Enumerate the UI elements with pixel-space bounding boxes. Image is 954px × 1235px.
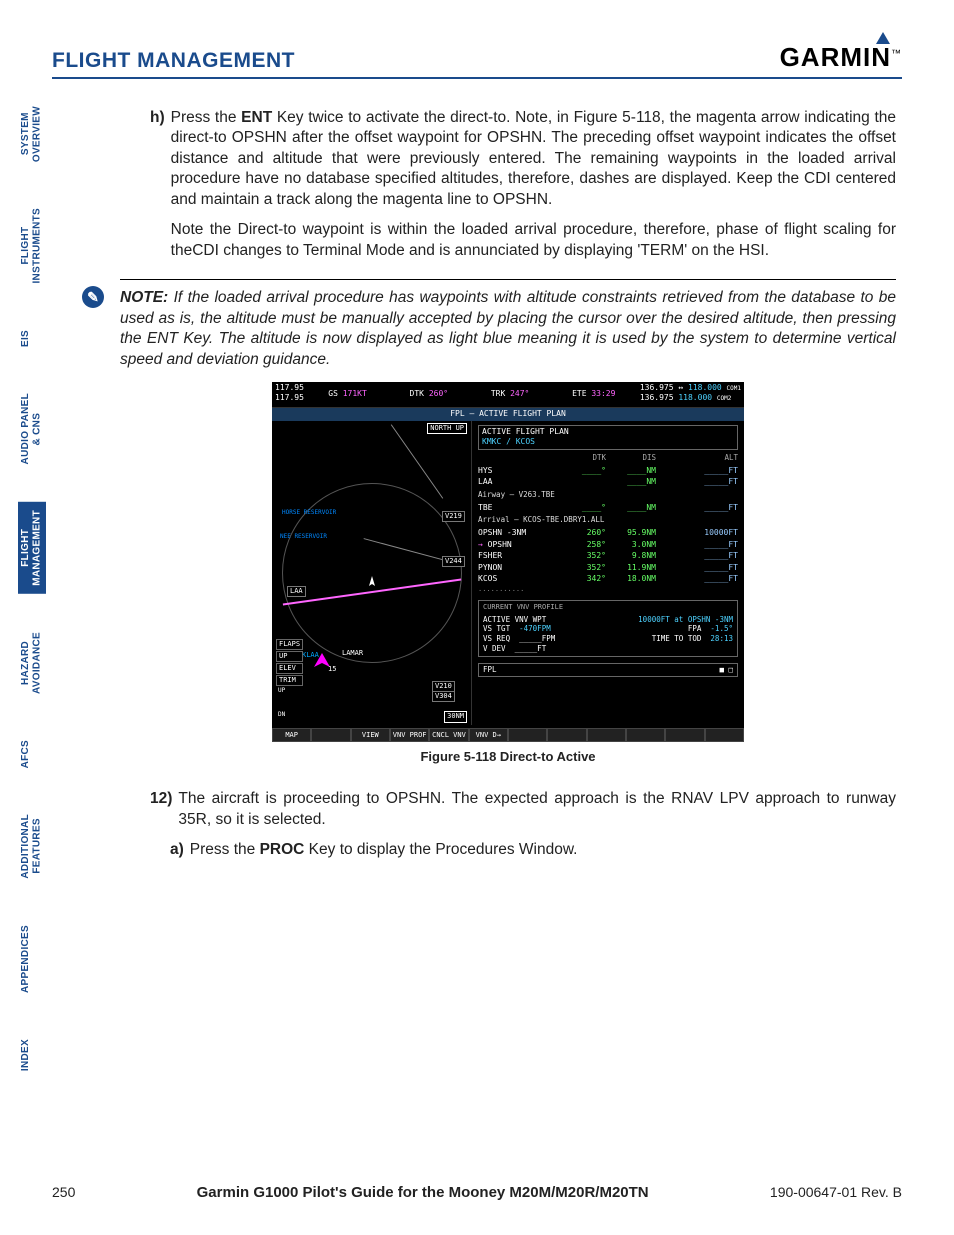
softkey-blank: [665, 728, 704, 742]
step-h: h) Press the ENT Key twice to activate t…: [150, 108, 896, 261]
figure-caption: Figure 5-118 Direct-to Active: [272, 748, 744, 765]
map-label-v244: V244: [442, 556, 465, 567]
step-12a: a) Press the PROC Key to display the Pro…: [170, 840, 896, 860]
fpl-row-active: → OPSHN258°3.0NM_____FT: [478, 539, 738, 551]
fpl-pane: ACTIVE FLIGHT PLAN KMKC / KCOS DTK DIS A…: [472, 421, 744, 725]
tab-system-overview[interactable]: SYSTEMOVERVIEW: [18, 98, 46, 170]
step-12-body: The aircraft is proceeding to OPSHN. The…: [178, 789, 896, 830]
softkey-cncl-vnv[interactable]: CNCL VNV: [429, 728, 468, 742]
guide-title: Garmin G1000 Pilot's Guide for the Moone…: [197, 1184, 649, 1201]
logo-triangle-icon: [876, 32, 890, 44]
fpl-column-headers: DTK DIS ALT: [478, 453, 738, 463]
tab-audio-panel-cns[interactable]: AUDIO PANEL& CNS: [18, 385, 46, 472]
step-12: 12) The aircraft is proceeding to OPSHN.…: [150, 789, 896, 830]
note-icon: ✎: [82, 286, 104, 308]
arrival-separator: Arrival – KCOS-TBE.DBRY1.ALL: [478, 515, 738, 525]
map-label-v304: V304: [432, 691, 455, 702]
fpl-bottom-bar: FPL ■ □: [478, 663, 738, 677]
softkey-blank: [587, 728, 626, 742]
fpl-row: FSHER352°9.8NM_____FT: [478, 550, 738, 562]
trim-dn: DN: [278, 711, 285, 719]
doc-revision: 190-00647-01 Rev. B: [770, 1184, 902, 1200]
tab-afcs[interactable]: AFCS: [18, 732, 46, 776]
fpl-row: PYNON352°11.9NM_____FT: [478, 562, 738, 574]
north-up-label: NORTH UP: [427, 423, 467, 434]
fpl-dots: ...........: [478, 585, 738, 594]
tab-index[interactable]: INDEX: [18, 1031, 46, 1079]
g1000-topbar: 117.95 117.95 GS 171KT DTK 260° TRK 247°…: [272, 382, 744, 408]
figure-5-118: 117.95 117.95 GS 171KT DTK 260° TRK 247°…: [272, 382, 744, 765]
softkey-map[interactable]: MAP: [272, 728, 311, 742]
map-scale: 30NM: [444, 711, 467, 722]
tab-additional-features[interactable]: ADDITIONALFEATURES: [18, 806, 46, 887]
map-label-laa: LAA: [287, 586, 306, 597]
side-tabs: SYSTEMOVERVIEW FLIGHTINSTRUMENTS EIS AUD…: [18, 98, 46, 1079]
com-freq-box: 136.975 ↔ 118.000 COM1 136.975 118.000 C…: [637, 382, 744, 407]
page-number: 250: [52, 1184, 75, 1200]
page-footer: 250 Garmin G1000 Pilot's Guide for the M…: [52, 1184, 902, 1201]
fpl-row: OPSHN -3NM260°95.9NM10000FT: [478, 527, 738, 539]
g1000-screen: 117.95 117.95 GS 171KT DTK 260° TRK 247°…: [272, 382, 744, 742]
compass-hdg: 15: [328, 665, 336, 674]
flight-data-bar: GS 171KT DTK 260° TRK 247° ETE 33:29: [307, 382, 637, 407]
map-pane: NORTH UP V219 V244 LAA V210 V304 KLAA LA…: [272, 421, 472, 725]
airway-separator: Airway – V263.TBE: [478, 490, 738, 500]
fpl-row: TBE____°____NM_____FT: [478, 502, 738, 514]
fpl-header: ACTIVE FLIGHT PLAN KMKC / KCOS: [478, 425, 738, 450]
step-h-body: Press the ENT Key twice to activate the …: [171, 108, 896, 261]
map-label-reservoir2: NEE RESERVOIR: [280, 533, 327, 541]
tab-eis[interactable]: EIS: [18, 322, 46, 355]
note-label: NOTE:: [120, 289, 168, 306]
step-12a-label: a): [170, 840, 184, 860]
screen-title: FPL – ACTIVE FLIGHT PLAN: [272, 408, 744, 421]
map-label-reservoir1: HORSE RESERVOIR: [282, 509, 336, 517]
softkey-blank: [311, 728, 350, 742]
page-header: FLIGHT MANAGEMENT GARMIN™: [52, 42, 902, 79]
softkey-view[interactable]: VIEW: [351, 728, 390, 742]
fpl-row: LAA____NM_____FT: [478, 476, 738, 488]
garmin-logo: GARMIN™: [780, 42, 902, 73]
step-12-label: 12): [150, 789, 172, 830]
tab-flight-management[interactable]: FLIGHTMANAGEMENT: [18, 502, 46, 594]
g1000-body: NORTH UP V219 V244 LAA V210 V304 KLAA LA…: [272, 421, 744, 725]
page-content: h) Press the ENT Key twice to activate t…: [120, 108, 896, 871]
softkey-blank: [626, 728, 665, 742]
softkey-bar: MAP VIEW VNV PROF CNCL VNV VNV D→: [272, 728, 744, 742]
tab-flight-instruments[interactable]: FLIGHTINSTRUMENTS: [18, 200, 46, 292]
note-block: ✎ NOTE: If the loaded arrival procedure …: [120, 279, 896, 370]
direct-to-arrow-icon: →: [478, 540, 488, 549]
tab-appendices[interactable]: APPENDICES: [18, 917, 46, 1001]
vnv-profile-box: CURRENT VNV PROFILE ACTIVE VNV WPT10000F…: [478, 600, 738, 657]
nav-freq-box: 117.95 117.95: [272, 382, 307, 407]
tab-hazard-avoidance[interactable]: HAZARDAVOIDANCE: [18, 624, 46, 702]
step-h-label: h): [150, 108, 165, 261]
softkey-blank: [705, 728, 744, 742]
map-label-v219: V219: [442, 511, 465, 522]
softkey-blank: [508, 728, 547, 742]
softkey-vnv-d[interactable]: VNV D→: [469, 728, 508, 742]
ownship-icon: [364, 576, 380, 592]
section-title: FLIGHT MANAGEMENT: [52, 49, 295, 73]
note-text: If the loaded arrival procedure has wayp…: [120, 289, 896, 367]
step-12a-body: Press the PROC Key to display the Proced…: [190, 840, 578, 860]
softkey-blank: [547, 728, 586, 742]
softkey-vnv-prof[interactable]: VNV PROF: [390, 728, 429, 742]
fpl-row: HYS____°____NM_____FT: [478, 465, 738, 477]
map-flaps-trim: FLAPS UP ELEV TRIM UP: [276, 639, 303, 696]
fpl-row: KCOS342°18.0NM_____FT: [478, 573, 738, 585]
